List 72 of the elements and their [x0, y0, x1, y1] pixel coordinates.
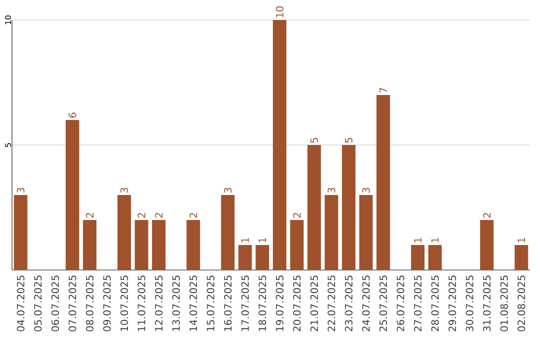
- data-label: 2: [190, 213, 198, 218]
- bar: [152, 220, 166, 270]
- x-tick-label: 25.07.2025: [379, 276, 388, 332]
- data-label: 3: [120, 188, 128, 193]
- data-label: 2: [293, 213, 301, 218]
- data-label: 3: [16, 188, 24, 193]
- bar: [272, 20, 286, 270]
- x-tick-label: 01.08.2025: [500, 276, 508, 332]
- data-label: 2: [155, 213, 162, 218]
- data-label: 7: [380, 88, 387, 93]
- x-tick-label: 31.07.2025: [483, 276, 491, 332]
- bar: [256, 245, 270, 270]
- data-label: 5: [345, 138, 352, 143]
- x-tick-label: 10.07.2025: [120, 276, 128, 331]
- x-tick-label: 05.07.2025: [34, 276, 42, 332]
- bar: [376, 95, 390, 270]
- x-tick-label: 28.07.2025: [431, 276, 439, 332]
- bar: [359, 195, 373, 270]
- x-tick-label: 07.07.2025: [68, 276, 76, 332]
- bar: [134, 220, 148, 270]
- bar: [186, 220, 200, 270]
- x-tick-label: 17.07.2025: [241, 276, 249, 331]
- x-tick-label: 06.07.2025: [51, 276, 59, 332]
- data-label: 1: [431, 238, 439, 242]
- x-tick-label: 02.08.2025: [518, 276, 526, 332]
- bar: [411, 245, 425, 270]
- x-tick-label: 14.07.2025: [190, 276, 198, 331]
- bar: [480, 220, 494, 270]
- bar: [117, 195, 131, 270]
- x-tick-label: 27.07.2025: [414, 276, 422, 332]
- data-label: 1: [414, 238, 422, 242]
- x-tick-label: 29.07.2025: [448, 276, 456, 332]
- x-tick-label: 23.07.2025: [344, 276, 352, 332]
- x-tick-label: 11.07.2025: [138, 276, 146, 331]
- x-tick-label: 21.07.2025: [310, 276, 318, 332]
- bar: [290, 220, 304, 270]
- bar: [324, 195, 338, 270]
- bar: [66, 120, 80, 270]
- x-tick-label: 30.07.2025: [466, 276, 474, 332]
- data-label: 6: [68, 112, 76, 118]
- data-label: 1: [258, 238, 266, 242]
- x-tick-label: 15.07.2025: [206, 276, 214, 331]
- bar: [221, 195, 235, 270]
- data-label: 10: [276, 6, 284, 18]
- x-tick-label: 16.07.2025: [224, 276, 232, 331]
- x-tick-label: 26.07.2025: [396, 276, 404, 332]
- bar: [342, 145, 356, 270]
- bar: [14, 195, 28, 270]
- x-tick-label: 12.07.2025: [154, 276, 163, 331]
- x-tick-label: 22.07.2025: [328, 276, 336, 332]
- data-label: 3: [362, 188, 370, 193]
- bar: [307, 145, 321, 270]
- data-label: 2: [86, 213, 94, 218]
- bar: [238, 245, 252, 270]
- data-label: 2: [483, 213, 491, 218]
- bar: [428, 245, 442, 270]
- x-tick-label: 20.07.2025: [293, 276, 301, 332]
- data-label: 5: [310, 138, 318, 143]
- data-label: 1: [518, 238, 526, 242]
- bar: [82, 220, 96, 270]
- x-tick-label: 08.07.2025: [86, 276, 94, 332]
- x-tick-label: 09.07.2025: [103, 276, 111, 332]
- x-tick-label: 13.07.2025: [172, 276, 180, 331]
- data-label: 1: [241, 238, 249, 242]
- bar: [514, 245, 528, 270]
- data-label: 3: [224, 188, 232, 193]
- x-tick-label: 24.07.2025: [362, 276, 370, 332]
- x-tick-label: 18.07.2025: [258, 276, 266, 331]
- x-tick-label: 04.07.2025: [16, 276, 24, 332]
- x-tick-label: 19.07.2025: [276, 276, 284, 331]
- data-label: 2: [138, 213, 146, 218]
- data-label: 3: [328, 188, 336, 193]
